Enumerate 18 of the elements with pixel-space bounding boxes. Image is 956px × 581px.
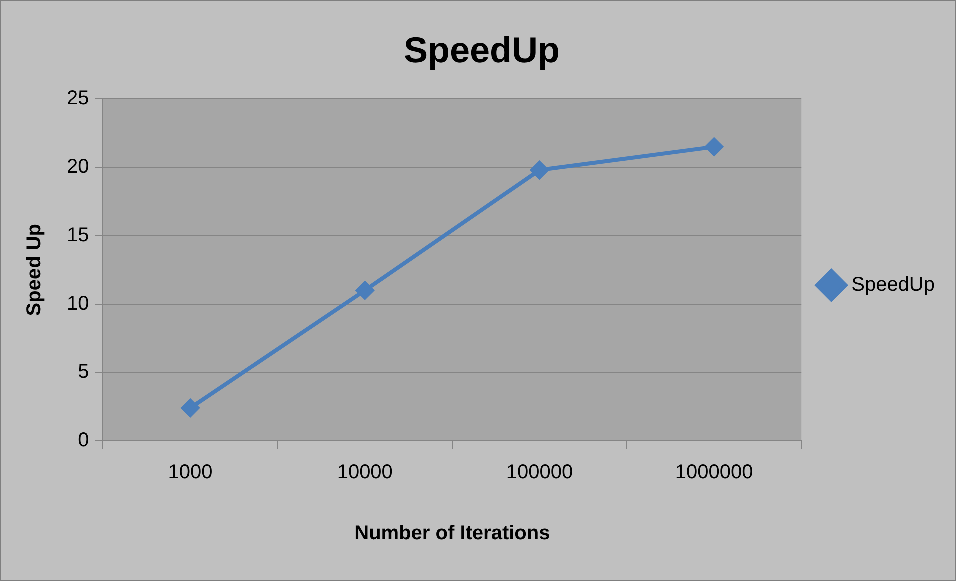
y-tick-label: 0 — [78, 430, 90, 452]
y-tick-label: 15 — [66, 224, 90, 246]
x-axis-title: Number of Iterations — [354, 522, 550, 545]
y-tick-label: 5 — [78, 361, 90, 384]
point — [182, 399, 200, 418]
y-tick-label: 20 — [66, 156, 90, 178]
legend-label: SpeedUp — [852, 274, 936, 296]
point — [530, 161, 549, 180]
point — [705, 138, 724, 156]
y-axis-title: Speed Up — [24, 224, 46, 316]
y-tick-label: 10 — [66, 292, 90, 315]
x-tick-label: 1000000 — [675, 462, 754, 484]
y-tick-label: 25 — [66, 88, 90, 110]
point — [356, 282, 374, 300]
x-tick-label: 10000 — [337, 462, 393, 484]
chart-title: SpeedUp — [404, 30, 560, 71]
x-tick-label: 1000 — [168, 462, 213, 484]
x-tick-label: 100000 — [506, 462, 574, 484]
